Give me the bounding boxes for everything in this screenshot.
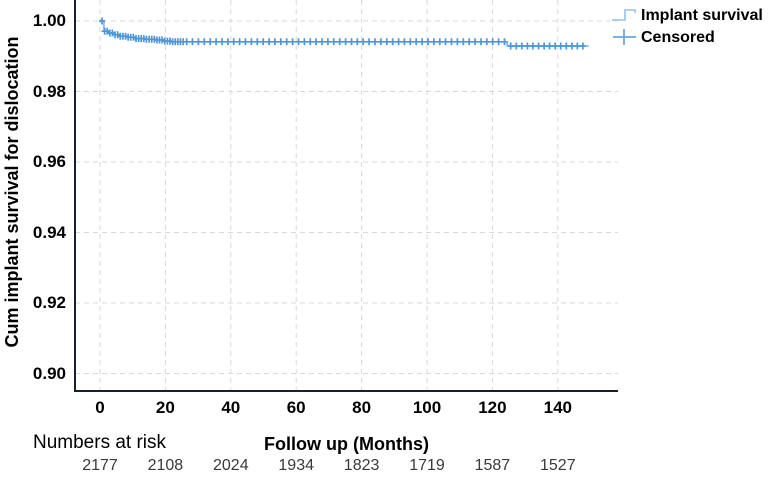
number-at-risk-value: 1587 (474, 457, 511, 474)
y-tick-label: 1.00 (32, 11, 66, 30)
y-tick-label: 0.94 (32, 222, 66, 242)
x-axis-title: Follow up (Months) (264, 434, 429, 454)
y-axis-title: Cum implant survival for dislocation (2, 36, 22, 348)
y-tick-label: 0.92 (32, 293, 66, 312)
number-at-risk-value: 1527 (540, 457, 576, 474)
number-at-risk-value: 1823 (343, 457, 380, 474)
step-line-icon (612, 8, 636, 21)
number-at-risk-value: 2177 (82, 457, 118, 474)
x-tick-label: 120 (478, 398, 507, 417)
x-tick-label: 20 (155, 398, 175, 417)
numbers-at-risk-label: Numbers at risk (33, 432, 167, 453)
x-tick-label: 140 (543, 398, 572, 417)
x-tick-label: 40 (221, 398, 241, 417)
legend-item-censored: Censored (611, 27, 763, 48)
y-tick-label: 0.90 (32, 363, 66, 383)
x-tick-label: 0 (95, 398, 105, 417)
y-tick-label: 0.96 (32, 152, 66, 171)
censored-marks (99, 17, 586, 50)
number-at-risk-value: 1934 (278, 457, 314, 474)
legend-item-implant-survival: Implant survival (611, 5, 763, 26)
plus-icon (613, 28, 636, 45)
number-at-risk-value: 2024 (213, 457, 249, 474)
x-tick-label: 100 (412, 398, 442, 417)
y-tick-label: 0.98 (32, 81, 66, 101)
legend-label: Censored (641, 28, 715, 46)
number-at-risk-value: 2108 (147, 457, 184, 474)
x-tick-label: 60 (286, 398, 306, 417)
chart-legend: Implant survival Censored (611, 5, 763, 48)
x-tick-label: 80 (352, 398, 372, 417)
number-at-risk-value: 1719 (409, 457, 445, 474)
legend-label: Implant survival (641, 6, 763, 24)
